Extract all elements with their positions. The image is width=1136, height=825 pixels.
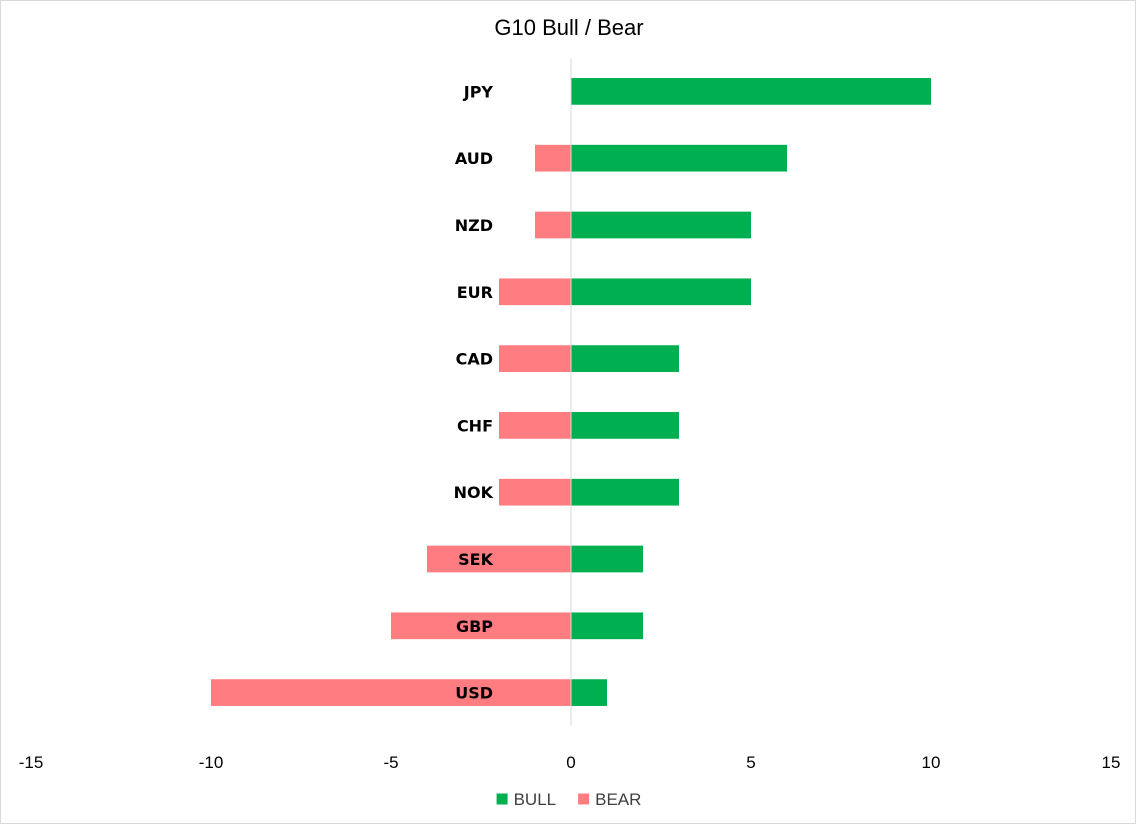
category-labels: JPY AUD NZD EUR CAD CHF NOK SEK GBP USD — [454, 82, 494, 702]
x-axis-tick-labels: -15 -10 -5 0 5 10 15 — [19, 753, 1121, 772]
category-label-nzd: NZD — [455, 216, 493, 235]
category-label-gbp: GBP — [456, 617, 493, 636]
legend: BULL BEAR — [496, 790, 641, 809]
category-label-aud: AUD — [455, 149, 493, 168]
category-label-cad: CAD — [456, 350, 493, 369]
bar-bear-sek — [427, 545, 571, 573]
bar-bear-nok — [499, 478, 571, 506]
x-tick-label: 15 — [1102, 753, 1121, 772]
x-tick-label: 5 — [746, 753, 755, 772]
bar-bear-nzd — [535, 211, 571, 239]
bar-bear-aud — [535, 144, 571, 172]
bar-bull-jpy — [571, 78, 931, 105]
bar-bull-sek — [571, 545, 643, 573]
category-label-eur: EUR — [457, 283, 493, 302]
bars-layer — [211, 78, 931, 706]
x-tick-label: 0 — [566, 753, 575, 772]
bar-bull-chf — [571, 412, 679, 439]
category-label-sek: SEK — [458, 550, 493, 569]
x-tick-label: -15 — [19, 753, 44, 772]
bar-bull-usd — [571, 679, 607, 706]
legend-label-bull: BULL — [514, 790, 557, 809]
legend-swatch-bull — [496, 793, 508, 805]
bar-bear-chf — [499, 412, 571, 439]
bar-bear-cad — [499, 345, 571, 372]
bar-bull-eur — [571, 278, 751, 306]
bar-bull-aud — [571, 144, 787, 172]
bar-bear-gbp — [391, 612, 571, 640]
category-label-chf: CHF — [457, 416, 493, 435]
category-label-nok: NOK — [454, 483, 494, 502]
chart-title: G10 Bull / Bear — [494, 15, 643, 40]
x-tick-label: 10 — [922, 753, 941, 772]
category-label-usd: USD — [455, 684, 493, 703]
bar-bull-nok — [571, 478, 679, 506]
legend-swatch-bear — [578, 793, 590, 805]
x-tick-label: -5 — [383, 753, 398, 772]
legend-label-bear: BEAR — [595, 790, 641, 809]
bar-bull-nzd — [571, 211, 751, 239]
bar-bear-usd — [211, 679, 571, 706]
category-label-jpy: JPY — [463, 82, 494, 101]
bar-bull-gbp — [571, 612, 643, 640]
bar-bull-cad — [571, 345, 679, 372]
bar-bear-eur — [499, 278, 571, 306]
x-tick-label: -10 — [199, 753, 224, 772]
